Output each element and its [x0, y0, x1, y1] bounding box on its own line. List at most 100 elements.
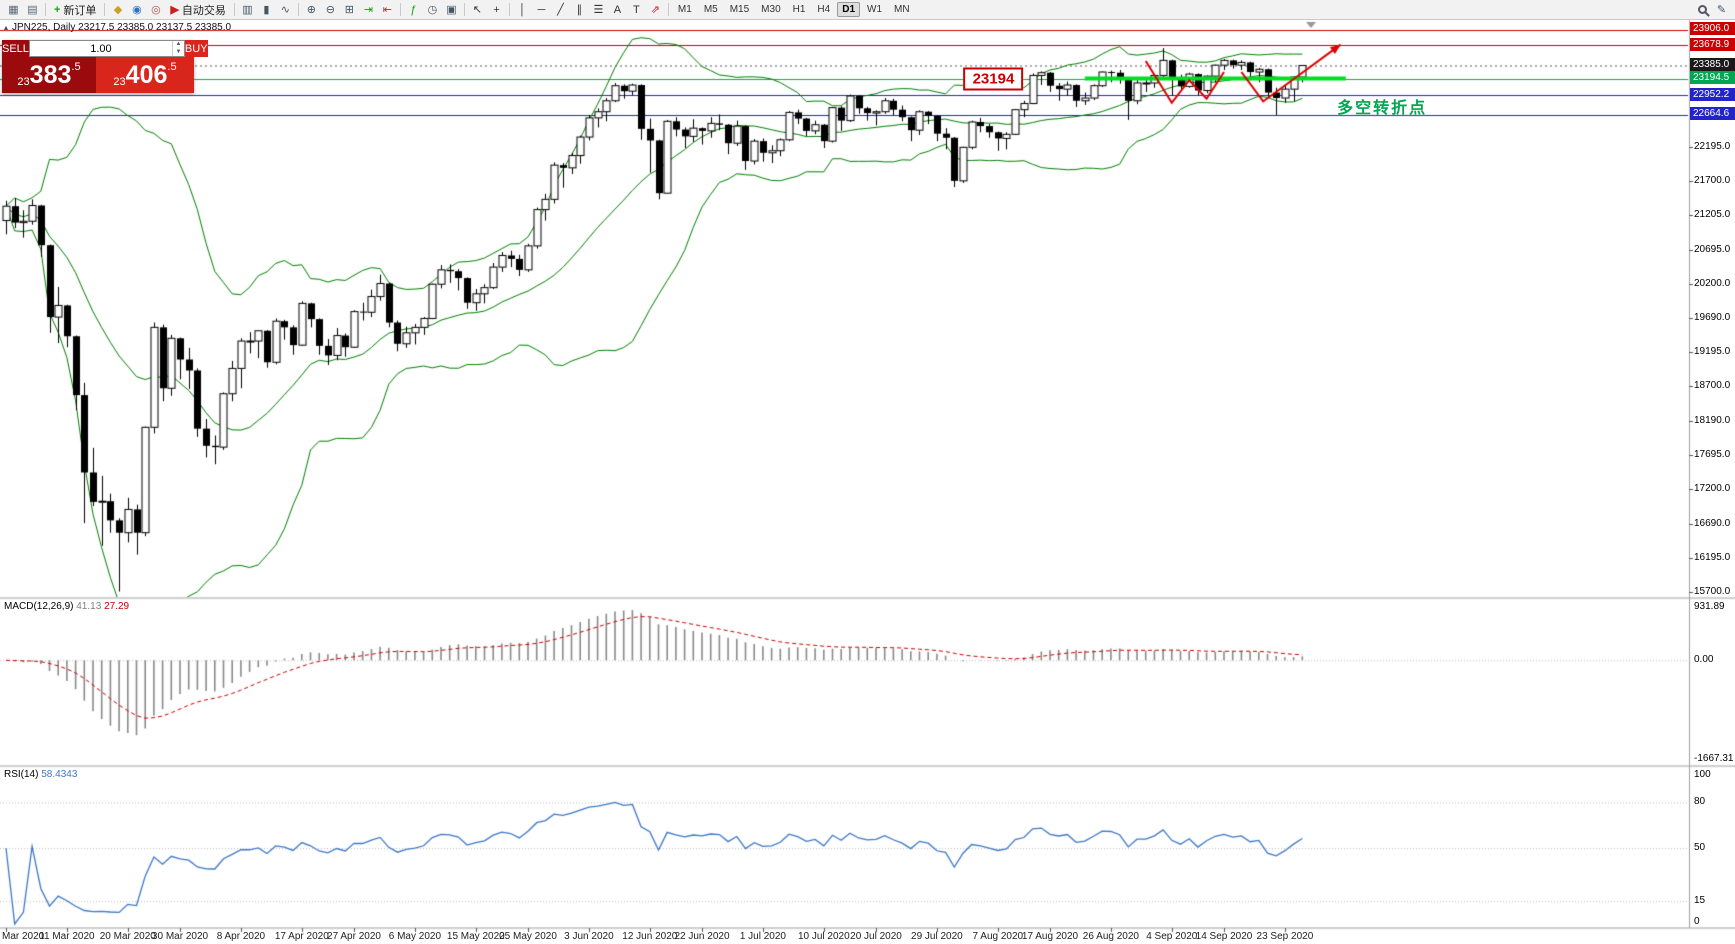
timeframe-m30-button[interactable]: M30 [761, 4, 781, 15]
price-axis-label: 16690.0 [1694, 517, 1731, 529]
new-order-label: 新订单 [63, 4, 97, 17]
price-axis-label: 15700.0 [1694, 585, 1731, 597]
rsi-axis-label: 100 [1694, 769, 1711, 780]
sep-3 [233, 3, 235, 16]
turning-point-text-label[interactable]: 多空转折点 [1337, 99, 1428, 117]
timeframe-h4-button[interactable]: H4 [817, 4, 831, 15]
symbol-ohlc-text: JPN225, Daily 23217.5 23385.0 23137.5 23… [12, 22, 232, 33]
one-click-toggle-icon[interactable]: ▴ [4, 23, 9, 32]
date-axis-label: 25 May 2020 [499, 931, 557, 942]
vertical-line-tool-icon[interactable]: │ [518, 3, 526, 16]
autotrading-button[interactable]: ▶ 自动交易 [165, 1, 230, 18]
auto-scroll-icon[interactable]: ⇥ [363, 4, 374, 16]
date-axis-label: 20 Mar 2020 [99, 931, 156, 942]
date-axis-label: 15 May 2020 [446, 931, 505, 942]
trendline-tool-icon[interactable]: ╱ [557, 4, 564, 16]
zoom-out-icon[interactable]: ⊖ [325, 4, 336, 16]
price-axis-level-box: 23385.0 [1690, 58, 1735, 72]
candles-mode-icon[interactable]: ▮ [263, 4, 270, 16]
rsi-axis-label: 80 [1694, 796, 1706, 808]
alerts-icon[interactable]: ◉ [132, 4, 142, 16]
date-axis-label: 14 Sep 2020 [1195, 931, 1253, 942]
price-axis-level-box: 22664.6 [1690, 107, 1735, 121]
new-order-button[interactable]: + 新订单 [49, 1, 101, 18]
toolbar-left-group: ▦ ▤ + 新订单 ◆ ◉ ◎ ▶ 自动交易 ▥ ▮ ∿ ⊕ ⊖ ⊞ ⇥ ⇤ ƒ ◷ ▣ ↖ + │ ─ ╱ ∥ ☰ A T ⇗ M1 M5 M… [4, 1, 916, 18]
date-axis-label: 6 May 2020 [388, 931, 442, 942]
sell-price-fraction: .5 [71, 61, 81, 73]
date-axis-label: 26 Aug 2020 [1082, 931, 1139, 942]
sell-button[interactable]: SELL [2, 40, 29, 57]
autotrading-label: 自动交易 [181, 4, 226, 17]
line-mode-icon[interactable]: ∿ [280, 4, 291, 16]
zoom-in-icon[interactable]: ⊕ [306, 4, 317, 16]
chart-shift-icon[interactable]: ⇤ [382, 4, 393, 16]
lot-size-input[interactable] [29, 41, 172, 56]
date-axis-label: 20 Jul 2020 [850, 931, 902, 942]
date-axis-label: 23 Sep 2020 [1256, 931, 1314, 942]
timeframe-w1-button[interactable]: W1 [867, 4, 883, 15]
date-axis-label: 27 Apr 2020 [327, 931, 381, 942]
price-axis-level-box: 23678.9 [1690, 37, 1735, 51]
timeframe-mn-button[interactable]: MN [894, 4, 910, 15]
date-axis-label: 17 Aug 2020 [1021, 931, 1079, 942]
macd-name: MACD(12,26,9) [4, 601, 74, 612]
buy-price-button[interactable]: 23 406.5 [96, 57, 194, 93]
date-axis-label: 4 Sep 2020 [1146, 931, 1198, 942]
timeframe-h1-button[interactable]: H1 [792, 4, 806, 15]
market-icon[interactable]: ◎ [151, 4, 161, 16]
date-axis-label: 12 Jun 2020 [622, 931, 678, 942]
price-axis-label: 17695.0 [1694, 449, 1731, 460]
sell-price-button[interactable]: 23 383.5 [2, 57, 96, 93]
price-level-callout[interactable]: 23194 [963, 67, 1024, 91]
price-axis-label: 16195.0 [1694, 551, 1731, 563]
sep-8 [667, 3, 669, 16]
date-axis-label: 30 Mar 2020 [151, 931, 209, 942]
sep-7 [508, 3, 510, 16]
one-click-price-row: 23 383.5 23 406.5 [2, 57, 194, 93]
macd-indicator-title: MACD(12,26,9) 41.13 27.29 [4, 601, 129, 612]
bars-mode-icon[interactable]: ▥ [242, 4, 253, 16]
fibonacci-tool-icon[interactable]: ☰ [593, 4, 604, 16]
buy-button[interactable]: BUY [184, 40, 208, 57]
date-axis-label: 11 Mar 2020 [39, 931, 95, 942]
chart-profiles-icon[interactable]: ▤ [27, 4, 38, 16]
cursor-icon[interactable]: ↖ [472, 4, 483, 16]
timeframe-d1-button[interactable]: D1 [837, 2, 861, 17]
quick-edit-icon[interactable]: ✎ [1716, 4, 1727, 16]
lot-increase-button[interactable]: ▲ [175, 41, 182, 47]
arrows-tool-icon[interactable]: ⇗ [650, 4, 661, 16]
date-axis-label: 8 Apr 2020 [216, 931, 266, 942]
periods-icon[interactable]: ◷ [427, 4, 438, 16]
rsi-indicator-title: RSI(14) 58.4343 [4, 769, 77, 780]
rsi-name: RSI(14) [4, 769, 39, 780]
crosshair-icon[interactable]: + [493, 3, 500, 16]
main-toolbar: ▦ ▤ + 新订单 ◆ ◉ ◎ ▶ 自动交易 ▥ ▮ ∿ ⊕ ⊖ ⊞ ⇥ ⇤ ƒ ◷ ▣ ↖ + │ ─ ╱ ∥ ☰ A T ⇗ M1 M5 M… [0, 0, 1735, 20]
templates-icon[interactable]: ▣ [446, 4, 457, 16]
timeframe-m1-button[interactable]: M1 [677, 4, 692, 15]
search-icon[interactable] [1693, 1, 1712, 18]
price-axis-level-box: 22952.2 [1690, 87, 1735, 101]
date-axis-label: 1 Jul 2020 [739, 931, 786, 942]
autotrading-icon: ▶ [170, 4, 179, 16]
rsi-axis-label: 15 [1694, 895, 1706, 907]
timeframe-m5-button[interactable]: M5 [703, 4, 718, 15]
indicators-icon[interactable]: ƒ [410, 3, 417, 16]
metaeditor-icon[interactable]: ◆ [113, 4, 123, 16]
sep-6 [463, 3, 465, 16]
label-tool-icon[interactable]: T [633, 3, 640, 16]
macd-main-value: 41.13 [76, 601, 102, 612]
buy-price-fraction: .5 [167, 61, 177, 73]
new-chart-icon[interactable]: ▦ [8, 4, 19, 16]
sell-price-big-digits: 383 [29, 61, 72, 89]
macd-axis-label: 931.89 [1694, 601, 1725, 612]
text-tool-icon[interactable]: A [613, 3, 622, 16]
channel-tool-icon[interactable]: ∥ [576, 4, 583, 16]
price-axis-label: 18700.0 [1694, 380, 1731, 392]
sell-price-prefix: 23 [17, 76, 30, 88]
timeframe-m15-button[interactable]: M15 [729, 4, 750, 15]
macd-axis-label: 0.00 [1694, 654, 1714, 666]
lot-decrease-button[interactable]: ▼ [175, 48, 182, 55]
horizontal-line-tool-icon[interactable]: ─ [537, 3, 546, 16]
tile-windows-icon[interactable]: ⊞ [344, 4, 355, 16]
